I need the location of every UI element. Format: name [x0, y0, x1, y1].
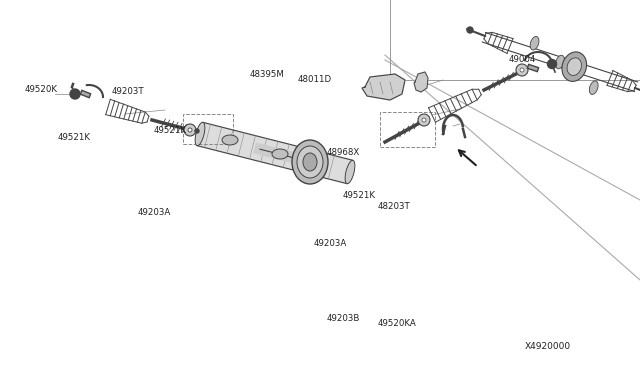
Text: 48968X: 48968X — [326, 148, 360, 157]
Ellipse shape — [556, 55, 564, 69]
Ellipse shape — [530, 36, 539, 50]
Circle shape — [418, 114, 430, 126]
Polygon shape — [362, 74, 405, 100]
Text: 49203A: 49203A — [138, 208, 171, 217]
Text: 49521K: 49521K — [58, 133, 91, 142]
Ellipse shape — [292, 140, 328, 184]
Circle shape — [547, 60, 557, 68]
Ellipse shape — [195, 122, 205, 146]
Text: X4920000: X4920000 — [525, 342, 571, 351]
Circle shape — [184, 124, 196, 136]
Circle shape — [188, 128, 192, 132]
Text: 49521K: 49521K — [342, 191, 376, 200]
Circle shape — [467, 27, 473, 33]
Text: 49203A: 49203A — [314, 239, 347, 248]
Text: 49203T: 49203T — [112, 87, 145, 96]
Ellipse shape — [345, 160, 355, 184]
Text: 49520KA: 49520KA — [378, 319, 417, 328]
Ellipse shape — [589, 81, 598, 94]
Ellipse shape — [562, 52, 587, 81]
Bar — [380, 112, 435, 147]
Circle shape — [422, 118, 426, 122]
Circle shape — [195, 129, 199, 133]
Text: 48395M: 48395M — [250, 70, 284, 79]
Ellipse shape — [567, 58, 582, 76]
Ellipse shape — [297, 146, 323, 178]
Text: 49004: 49004 — [509, 55, 536, 64]
Ellipse shape — [272, 149, 288, 159]
Circle shape — [520, 68, 524, 72]
Text: 49520K: 49520K — [24, 85, 58, 94]
Text: 49203B: 49203B — [326, 314, 360, 323]
Circle shape — [70, 89, 80, 99]
Polygon shape — [197, 122, 353, 184]
Polygon shape — [414, 72, 428, 92]
Text: 48203T: 48203T — [378, 202, 410, 211]
Ellipse shape — [303, 153, 317, 171]
Ellipse shape — [222, 135, 238, 145]
Bar — [183, 114, 233, 144]
Text: 48011D: 48011D — [298, 76, 332, 84]
Text: 49521K: 49521K — [154, 126, 187, 135]
Circle shape — [516, 64, 528, 76]
